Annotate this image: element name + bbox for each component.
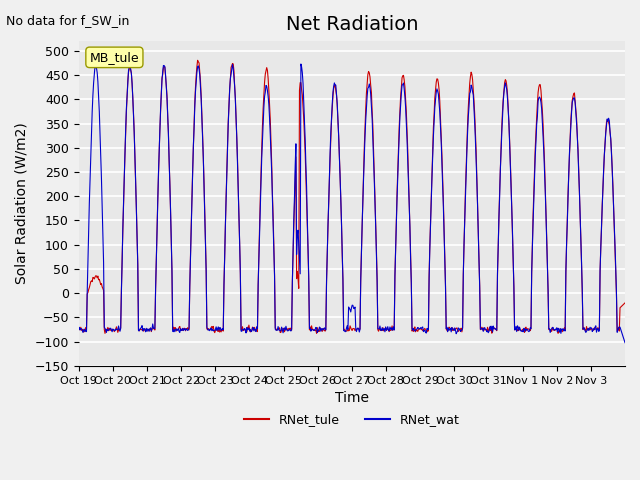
RNet_tule bbox=[267, 137, 275, 143]
RNet_wat bbox=[75, 327, 83, 333]
Text: MB_tule: MB_tule bbox=[90, 51, 140, 64]
RNet_wat bbox=[139, 328, 147, 334]
RNet_wat bbox=[440, 204, 447, 209]
RNet_tule bbox=[621, 300, 629, 306]
Y-axis label: Solar Radiation (W/m2): Solar Radiation (W/m2) bbox=[15, 123, 29, 284]
RNet_tule bbox=[75, 326, 83, 332]
RNet_wat bbox=[621, 340, 629, 346]
RNet_tule bbox=[194, 58, 202, 63]
RNet_wat bbox=[266, 132, 274, 138]
RNet_tule bbox=[240, 327, 248, 333]
RNet_tule bbox=[410, 328, 417, 334]
Line: RNet_tule: RNet_tule bbox=[79, 60, 625, 334]
RNet_tule bbox=[440, 226, 448, 232]
RNet_wat bbox=[297, 61, 305, 67]
RNet_tule bbox=[139, 326, 147, 332]
Text: No data for f_SW_in: No data for f_SW_in bbox=[6, 14, 130, 27]
Legend: RNet_tule, RNet_wat: RNet_tule, RNet_wat bbox=[239, 408, 465, 431]
RNet_tule bbox=[313, 331, 321, 336]
RNet_wat bbox=[239, 326, 247, 332]
RNet_wat bbox=[287, 328, 295, 334]
Title: Net Radiation: Net Radiation bbox=[285, 15, 418, 34]
Line: RNet_wat: RNet_wat bbox=[79, 64, 625, 343]
RNet_wat bbox=[409, 327, 417, 333]
RNet_tule bbox=[288, 327, 296, 333]
X-axis label: Time: Time bbox=[335, 391, 369, 405]
